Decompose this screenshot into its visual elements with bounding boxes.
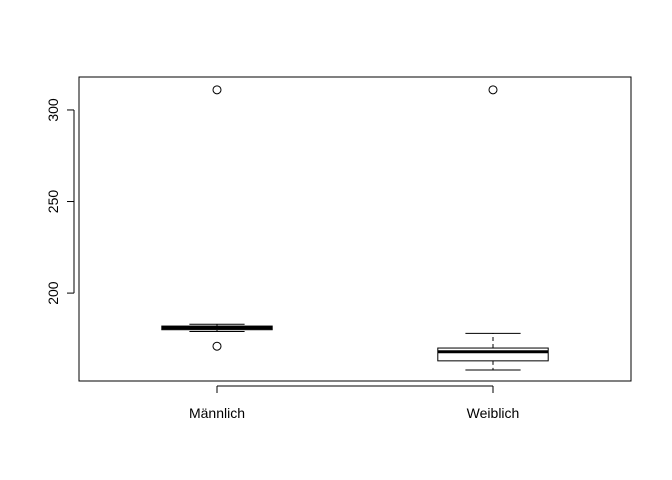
iqr-box — [437, 347, 549, 362]
x-category-label: Männlich — [189, 405, 245, 421]
outlier-point — [212, 85, 222, 95]
outlier-point — [488, 85, 498, 95]
y-tick-label: 300 — [45, 98, 61, 122]
y-tick-label: 200 — [45, 281, 61, 305]
y-tick-label: 250 — [45, 190, 61, 214]
plot-frame — [78, 76, 632, 382]
x-category-label: Weiblich — [467, 405, 520, 421]
outlier-point — [212, 341, 222, 351]
plot-area: 200 250 300 Männlich Weiblich — [45, 76, 632, 421]
